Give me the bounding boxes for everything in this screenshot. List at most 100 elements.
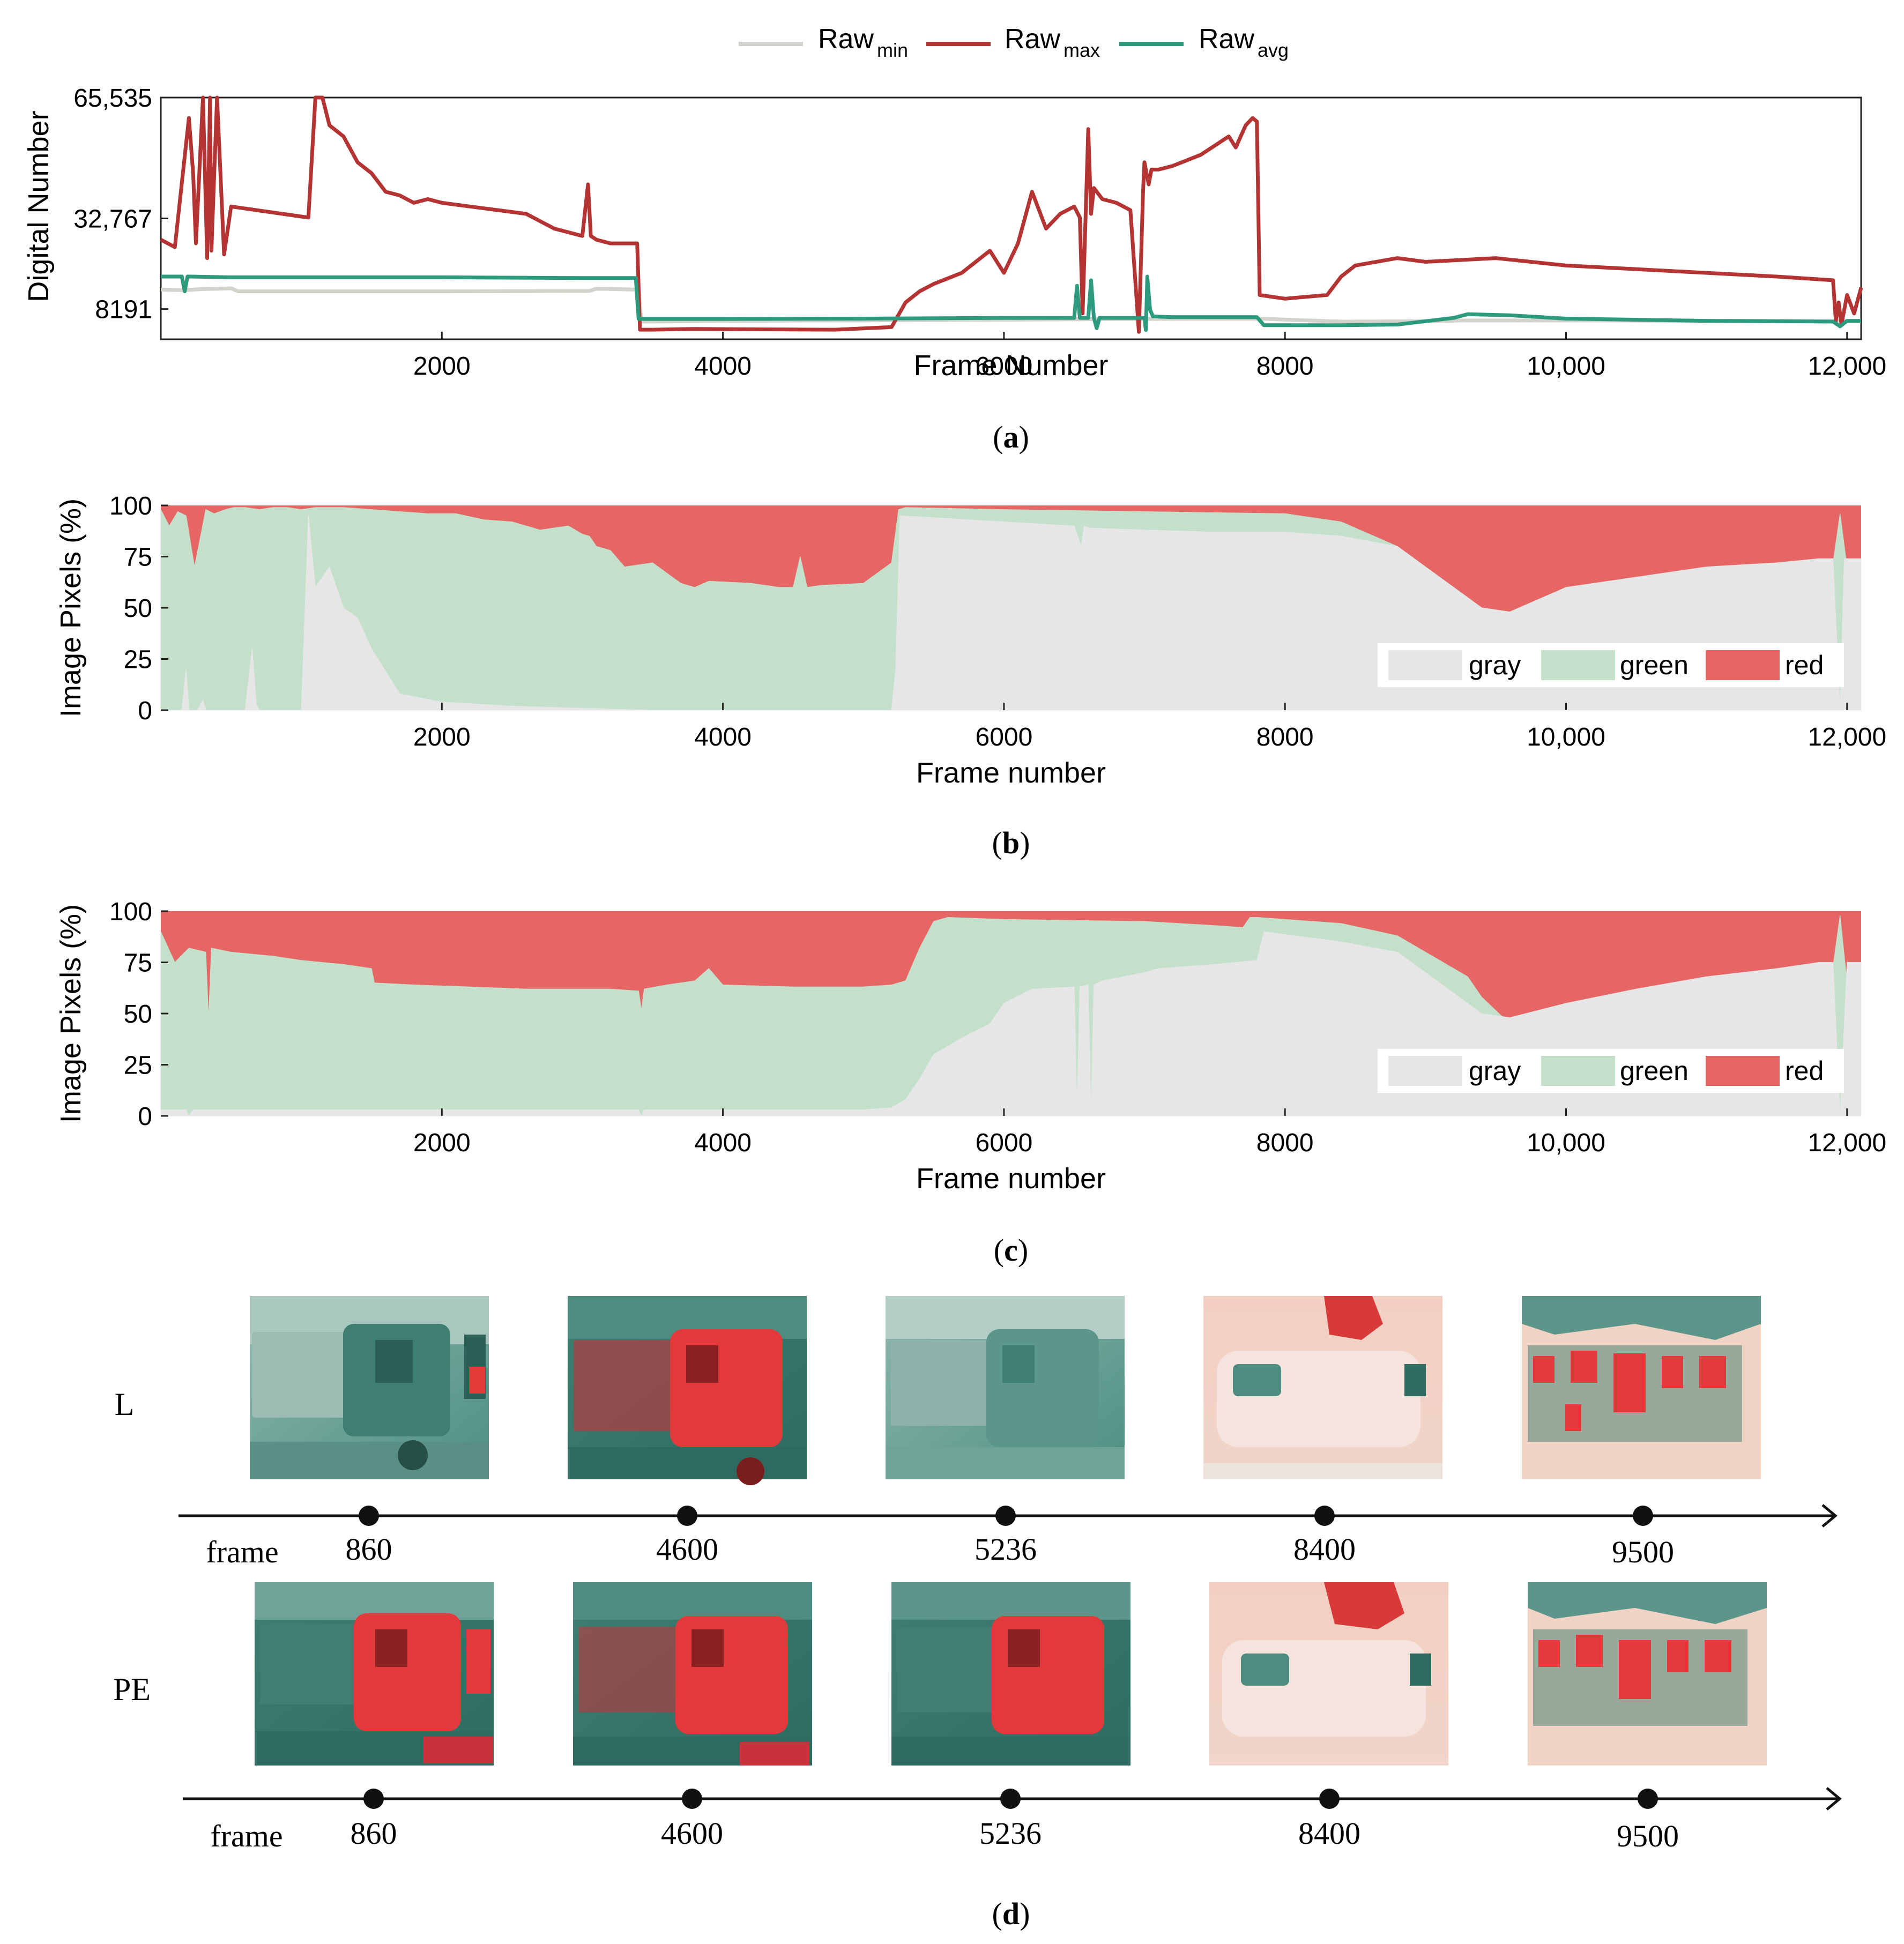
x-tick-label-a-5: 12,000: [1808, 352, 1886, 381]
legend-a: Raw min Raw max Raw avg: [739, 24, 1289, 61]
x-tick-label-c-1: 4000: [694, 1129, 752, 1157]
thumbnail-pe-8400: [1209, 1582, 1448, 1766]
thumbnail-pe-9500: [1528, 1582, 1767, 1766]
legend-label-gray-c: gray: [1469, 1056, 1521, 1086]
y-tick-label-c-4: 100: [109, 898, 152, 926]
series-line-raw-min: [160, 286, 1862, 324]
row-label-l: L: [115, 1387, 135, 1422]
frame-number-pe-1: 4600: [661, 1816, 723, 1851]
y-tick-label-a-1: 32,767: [73, 205, 152, 234]
x-ticks-b: 2000 4000 6000 8000 10,000 12,000: [413, 703, 1886, 751]
x-ticks-c: 2000 4000 6000 8000 10,000 12,000: [413, 1108, 1886, 1157]
x-tick-label-a-0: 2000: [413, 352, 471, 381]
caption-a: (a): [993, 420, 1029, 455]
plot-frame-a: [160, 96, 1862, 340]
frame-label-pe: frame: [210, 1819, 282, 1853]
timeline-l: frame 860 4600 5236 8400 9500: [178, 1504, 1838, 1569]
frame-number-l-2: 5236: [975, 1532, 1037, 1567]
y-tick-label-b-3: 75: [124, 543, 152, 572]
x-label-a: Frame Number: [913, 349, 1108, 382]
caption-b: (b): [992, 825, 1030, 860]
frame-number-l-0: 860: [346, 1532, 392, 1567]
legend-label-red-b: red: [1785, 650, 1824, 680]
caption-c: (c): [994, 1233, 1028, 1268]
y-tick-label-b-0: 0: [138, 697, 152, 725]
x-tick-label-c-5: 12,000: [1808, 1129, 1886, 1157]
panel-b: 2000 4000 6000 8000 10,000 12,000 0255075100 …: [55, 492, 1886, 860]
thumbnail-l-4600: [568, 1296, 807, 1485]
y-label-a: Digital Number: [23, 110, 55, 302]
y-tick-label-b-2: 50: [124, 594, 152, 623]
x-tick-label-a-4: 10,000: [1527, 352, 1605, 381]
frame-number-l-3: 8400: [1293, 1532, 1356, 1567]
x-label-b: Frame number: [916, 757, 1106, 789]
timeline-pe: frame 860 4600 5236 8400 9500: [183, 1787, 1842, 1853]
panel-a: Raw min Raw max Raw avg 2000 4000 6000 8000 10,…: [23, 24, 1886, 455]
legend-swatch-gray-c: [1388, 1056, 1462, 1086]
x-tick-label-c-3: 8000: [1256, 1129, 1314, 1157]
series-line-raw-max: [160, 95, 1863, 334]
legend-label-green-b: green: [1620, 650, 1689, 680]
legend-label-raw-avg: Raw avg: [1199, 24, 1289, 61]
y-label-b: Image Pixels (%): [55, 498, 87, 717]
thumbnail-l-9500: [1522, 1296, 1761, 1479]
y-tick-label-c-1: 25: [124, 1052, 152, 1080]
panel-c: 2000 4000 6000 8000 10,000 12,000 0255075100 …: [55, 898, 1886, 1268]
y-ticks-b: 0 25 50 75 100: [109, 492, 168, 725]
x-tick-label-b-0: 2000: [413, 723, 471, 751]
frame-number-pe-2: 5236: [979, 1816, 1042, 1851]
x-tick-label-b-4: 10,000: [1527, 723, 1605, 751]
x-label-c: Frame number: [916, 1163, 1106, 1195]
legend-swatch-green-c: [1541, 1056, 1615, 1086]
y-ticks-a: 8191 32,767 65,535: [73, 84, 168, 324]
thumbnail-pe-860: [255, 1582, 494, 1766]
x-tick-label-c-2: 6000: [976, 1129, 1033, 1157]
y-tick-label-b-1: 25: [124, 646, 152, 674]
x-tick-label-b-1: 4000: [694, 723, 752, 751]
timeline-dot-pe-5236: [1000, 1789, 1021, 1809]
x-tick-label-b-3: 8000: [1256, 723, 1314, 751]
timeline-dot-pe-8400: [1319, 1789, 1340, 1809]
x-tick-label-b-5: 12,000: [1808, 723, 1886, 751]
x-tick-label-c-4: 10,000: [1527, 1129, 1605, 1157]
legend-swatch-gray-b: [1388, 650, 1462, 680]
x-tick-label-a-2: 6000: [976, 352, 1033, 381]
legend-b: gray green red: [1378, 643, 1844, 687]
x-ticks-a: 2000 4000 6000 8000 10,000 12,000: [413, 332, 1886, 381]
legend-label-raw-min: Raw min: [818, 24, 908, 61]
thumbnail-pe-4600: [573, 1582, 812, 1766]
x-tick-label-c-0: 2000: [413, 1129, 471, 1157]
row-label-pe: PE: [113, 1672, 151, 1707]
timeline-dot-l-860: [359, 1506, 379, 1526]
y-tick-label-a-0: 8191: [95, 296, 152, 324]
x-tick-label-b-2: 6000: [976, 723, 1033, 751]
y-label-c: Image Pixels (%): [55, 904, 87, 1123]
frame-number-pe-0: 860: [351, 1816, 397, 1851]
x-tick-label-a-3: 8000: [1256, 352, 1314, 381]
x-tick-label-a-1: 4000: [694, 352, 752, 381]
thumbnail-pe-5236: [891, 1582, 1130, 1766]
legend-swatch-red-b: [1706, 650, 1780, 680]
y-ticks-c: 0 25 50 75 100: [109, 898, 168, 1131]
legend-swatch-green-b: [1541, 650, 1615, 680]
timeline-dot-pe-9500: [1638, 1789, 1658, 1809]
y-tick-label-c-3: 75: [124, 949, 152, 978]
y-tick-label-c-2: 50: [124, 1000, 152, 1029]
legend-label-green-c: green: [1620, 1056, 1689, 1086]
frame-number-l-1: 4600: [656, 1532, 718, 1567]
thumbnail-l-8400: [1203, 1296, 1442, 1479]
timeline-dot-pe-860: [363, 1789, 384, 1809]
frame-number-pe-4: 9500: [1617, 1819, 1679, 1853]
y-tick-label-c-0: 0: [138, 1103, 152, 1131]
thumbnail-l-860: [250, 1296, 489, 1479]
timeline-dot-pe-4600: [682, 1789, 702, 1809]
timeline-dot-l-9500: [1633, 1506, 1653, 1526]
timeline-dot-l-4600: [677, 1506, 697, 1526]
frame-number-l-4: 9500: [1612, 1535, 1674, 1569]
series-line-raw-avg: [161, 274, 1861, 332]
y-tick-label-b-4: 100: [109, 492, 152, 520]
legend-label-gray-b: gray: [1469, 650, 1521, 680]
lines-a: [160, 95, 1863, 334]
timeline-dot-l-5236: [995, 1506, 1016, 1526]
